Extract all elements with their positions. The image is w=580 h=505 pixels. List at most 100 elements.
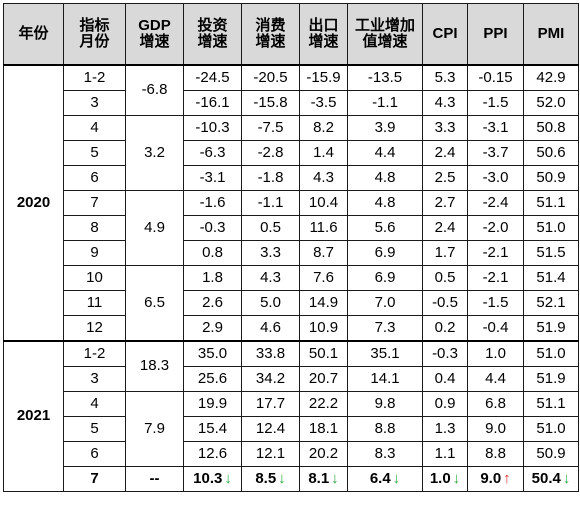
table-row: 5 -6.3 -2.8 1.4 4.4 2.4 -3.7 50.6 (4, 140, 579, 166)
export-cell: 10.4 (299, 190, 348, 216)
down-arrow-icon: ↓ (278, 469, 286, 487)
industry-value: 6.4 (369, 469, 391, 487)
cpi-cell: 0.4 (422, 366, 468, 392)
export-cell: -15.9 (299, 64, 348, 91)
invest-cell: 35.0 (183, 340, 242, 367)
industry-cell: 7.0 (347, 290, 423, 316)
month-cell: 12 (63, 315, 126, 342)
cpi-cell: 2.4 (422, 215, 468, 241)
down-arrow-icon: ↓ (224, 469, 232, 487)
ppi-cell: 1.0 (467, 340, 524, 367)
consume-cell: -1.1 (241, 190, 300, 216)
cpi-cell: 2.5 (422, 165, 468, 191)
table-row: 6 -3.1 -1.8 4.3 4.8 2.5 -3.0 50.9 (4, 165, 579, 191)
consume-cell: -7.5 (241, 115, 300, 141)
month-cell: 6 (63, 165, 126, 191)
header-invest: 投资 增速 (183, 3, 242, 66)
ppi-cell: 9.0 (467, 416, 524, 442)
industry-cell: 5.6 (347, 215, 423, 241)
industry-cell: 3.9 (347, 115, 423, 141)
invest-cell: -24.5 (183, 64, 242, 91)
industry-cell: 4.4 (347, 140, 423, 166)
pmi-cell: 52.0 (523, 90, 579, 116)
pmi-cell: 50.6 (523, 140, 579, 166)
header-cpi: CPI (422, 3, 468, 66)
table-row: 4 3.2 -10.3 -7.5 8.2 3.9 3.3 -3.1 50.8 (4, 115, 579, 191)
cpi-cell: 0.9 (422, 391, 468, 417)
invest-cell: 0.8 (183, 240, 242, 266)
industry-cell: 4.8 (347, 165, 423, 191)
ppi-cell: -2.4 (467, 190, 524, 216)
industry-cell: 9.8 (347, 391, 423, 417)
consume-cell: -1.8 (241, 165, 300, 191)
month-cell: 3 (63, 366, 126, 392)
table-row: 12 2.9 4.6 10.9 7.3 0.2 -0.4 51.9 (4, 315, 579, 342)
export-cell: 4.3 (299, 165, 348, 191)
pmi-cell: 52.1 (523, 290, 579, 316)
header-invest-line2: 增速 (197, 33, 228, 50)
export-cell: 50.1 (299, 340, 348, 367)
export-cell: 8.2 (299, 115, 348, 141)
header-export: 出口 增速 (299, 3, 348, 66)
gdp-cell: -- (125, 466, 184, 492)
down-arrow-icon: ↓ (392, 469, 401, 487)
table-row: 9 0.8 3.3 8.7 6.9 1.7 -2.1 51.5 (4, 240, 579, 266)
ppi-cell: -2.0 (467, 215, 524, 241)
ppi-cell: -3.0 (467, 165, 524, 191)
ppi-cell: -0.4 (467, 315, 524, 342)
year-cell-2021: 2021 (3, 340, 64, 492)
ppi-cell: -3.1 (467, 115, 524, 141)
industry-cell: 6.9 (347, 240, 423, 266)
cpi-cell: 2.7 (422, 190, 468, 216)
industry-cell: -13.5 (347, 64, 423, 91)
invest-cell: -1.6 (183, 190, 242, 216)
invest-cell: 19.9 (183, 391, 242, 417)
pmi-cell: 50.4 ↓ (523, 466, 579, 492)
month-cell: 1-2 (63, 64, 126, 91)
invest-cell: 2.9 (183, 315, 242, 342)
ppi-cell: -0.15 (467, 64, 524, 91)
cpi-cell: -0.3 (422, 340, 468, 367)
pmi-cell: 51.4 (523, 265, 579, 291)
gdp-cell: 3.2 (125, 115, 184, 191)
industry-cell: 6.9 (347, 265, 423, 291)
gdp-cell: 7.9 (125, 391, 184, 467)
consume-cell: 4.6 (241, 315, 300, 342)
table-row: 2020 1-2 -6.8 -24.5 -20.5 -15.9 -13.5 5.… (3, 64, 579, 342)
ppi-cell: -1.5 (467, 90, 524, 116)
month-cell: 7 (63, 466, 126, 492)
table-row: 6 12.6 12.1 20.2 8.3 1.1 8.8 50.9 (4, 441, 579, 467)
pmi-cell: 51.0 (523, 340, 579, 367)
invest-cell: 1.8 (183, 265, 242, 291)
year-cell-2020: 2020 (3, 64, 64, 342)
pmi-cell: 51.0 (523, 416, 579, 442)
cpi-cell: 4.3 (422, 90, 468, 116)
export-cell: 8.7 (299, 240, 348, 266)
down-arrow-icon: ↓ (331, 469, 339, 487)
invest-cell: -6.3 (183, 140, 242, 166)
consume-cell: 33.8 (241, 340, 300, 367)
header-pmi: PMI (523, 3, 579, 66)
consume-cell: -20.5 (241, 64, 300, 91)
invest-value: 10.3 (193, 469, 223, 487)
month-cell: 4 (63, 391, 126, 417)
invest-cell: 10.3 ↓ (183, 466, 242, 492)
pmi-cell: 50.9 (523, 441, 579, 467)
header-industry-line2: 值增速 (362, 33, 408, 50)
export-cell: 7.6 (299, 265, 348, 291)
table-row: 11 2.6 5.0 14.9 7.0 -0.5 -1.5 52.1 (4, 290, 579, 316)
ppi-cell: 4.4 (467, 366, 524, 392)
consume-value: 8.5 (255, 469, 277, 487)
up-arrow-icon: ↑ (503, 469, 511, 487)
industry-cell: 8.3 (347, 441, 423, 467)
invest-cell: 25.6 (183, 366, 242, 392)
header-ppi: PPI (467, 3, 524, 66)
export-cell: 22.2 (299, 391, 348, 417)
header-indicator-line1: 指标 (79, 16, 110, 34)
export-cell: 20.7 (299, 366, 348, 392)
pmi-value: 50.4 (531, 469, 561, 487)
pmi-cell: 42.9 (523, 64, 579, 91)
ppi-value: 9.0 (480, 469, 502, 487)
month-cell: 5 (63, 140, 126, 166)
header-consume: 消费 增速 (241, 3, 300, 66)
